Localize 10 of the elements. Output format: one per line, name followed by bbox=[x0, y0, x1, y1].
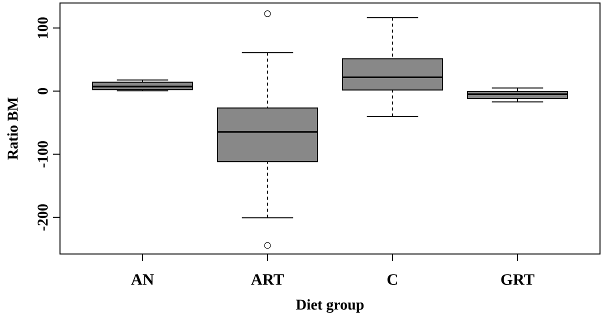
x-tick-label: ART bbox=[251, 274, 284, 285]
x-axis-title: Diet group bbox=[296, 299, 364, 313]
y-tick-label: 0 bbox=[38, 88, 48, 94]
y-axis-title: Ratio BM bbox=[7, 97, 18, 160]
y-tick-label: 100 bbox=[38, 17, 48, 38]
y-tick-label: -200 bbox=[38, 204, 48, 231]
x-tick-label: GRT bbox=[501, 274, 534, 285]
x-tick-label: AN bbox=[131, 274, 154, 285]
x-tick-label: C bbox=[388, 274, 398, 285]
y-tick-label: -100 bbox=[38, 141, 48, 168]
